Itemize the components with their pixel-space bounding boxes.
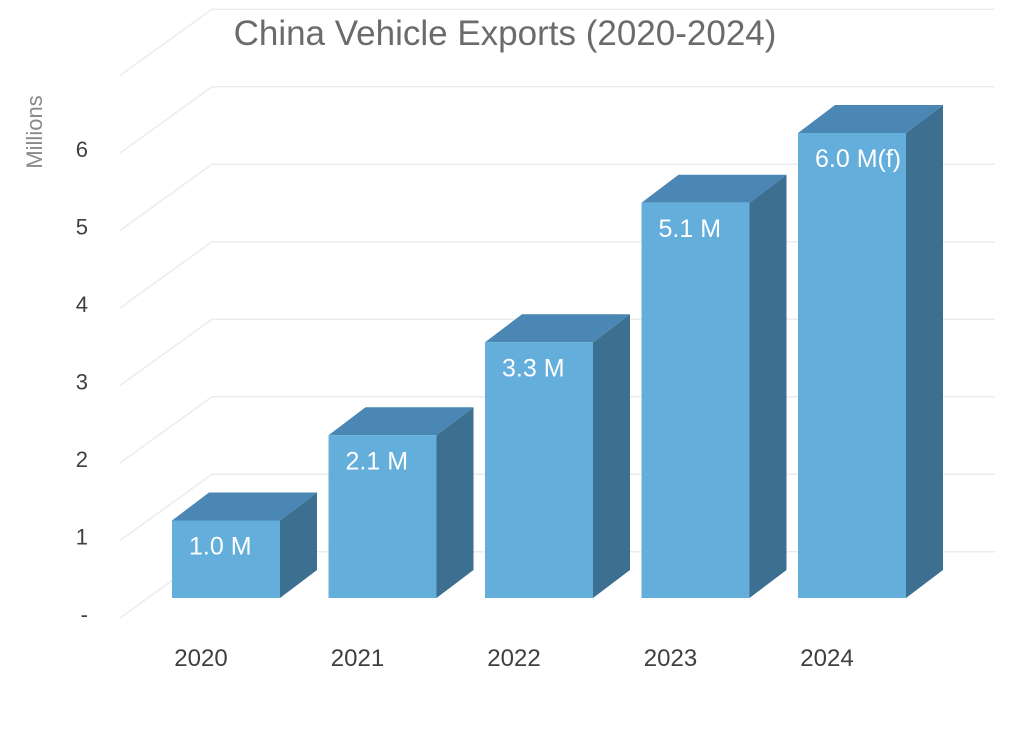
y-tick-label: 1 <box>76 525 88 550</box>
data-label: 1.0 M <box>189 533 252 561</box>
y-tick-label: 5 <box>76 215 88 240</box>
gridline-diagonal-2 <box>119 396 213 464</box>
bar-2022: 3.3 M <box>485 314 630 598</box>
y-tick-label: 4 <box>76 292 88 317</box>
x-tick-label: 2022 <box>487 645 540 672</box>
gridline-diagonal-6 <box>119 86 213 154</box>
bar-side <box>906 105 943 598</box>
x-tick-label: 2021 <box>331 645 384 672</box>
bar-front <box>798 133 906 598</box>
bar-top <box>328 407 474 436</box>
x-tick-label: 2024 <box>800 645 853 672</box>
data-label: 5.1 M <box>659 215 722 243</box>
chart-title: China Vehicle Exports (2020-2024) <box>234 14 777 53</box>
bar-front <box>641 202 750 598</box>
x-tick-label: 2023 <box>644 645 697 672</box>
x-axis-ticks: 2020 2021 2022 2023 2024 <box>174 645 853 672</box>
bar-side <box>280 492 317 598</box>
bar-2024: 6.0 M(f) <box>798 105 943 598</box>
bar-top <box>172 492 317 521</box>
y-tick-label: 2 <box>76 447 88 472</box>
data-label: 2.1 M <box>346 447 409 475</box>
data-label: 6.0 M(f) <box>815 145 901 173</box>
bar-front <box>328 435 437 598</box>
y-tick-label: 6 <box>76 137 88 162</box>
data-label: 3.3 M <box>502 354 565 382</box>
gridline-diagonal-5 <box>119 163 213 232</box>
bar-front <box>172 520 280 598</box>
bar-top <box>641 174 787 203</box>
bar-2021: 2.1 M <box>328 407 474 598</box>
bar-front <box>485 342 593 598</box>
bar-side <box>593 314 630 598</box>
bar-2020: 1.0 M <box>172 492 317 598</box>
gridline-diagonal-1 <box>119 473 213 542</box>
bars: 1.0 M 2.1 M 3.3 M 5.1 M 6.0 M(f) <box>172 105 943 598</box>
gridline-diagonal-3 <box>119 318 213 387</box>
bar-side <box>436 407 474 598</box>
bar-top <box>485 314 630 343</box>
gridline-diagonal-4 <box>119 241 213 309</box>
x-tick-label: 2020 <box>174 645 227 672</box>
y-axis-label: Millions <box>22 95 47 168</box>
y-tick-label: 3 <box>76 370 88 395</box>
bar-side <box>749 174 787 598</box>
bar-2023: 5.1 M <box>641 174 787 598</box>
y-axis-ticks: - 1 2 3 4 5 6 <box>76 137 88 627</box>
bar-top <box>798 105 943 133</box>
y-tick-label: - <box>81 602 88 627</box>
gridline-diagonal-top <box>119 8 213 77</box>
